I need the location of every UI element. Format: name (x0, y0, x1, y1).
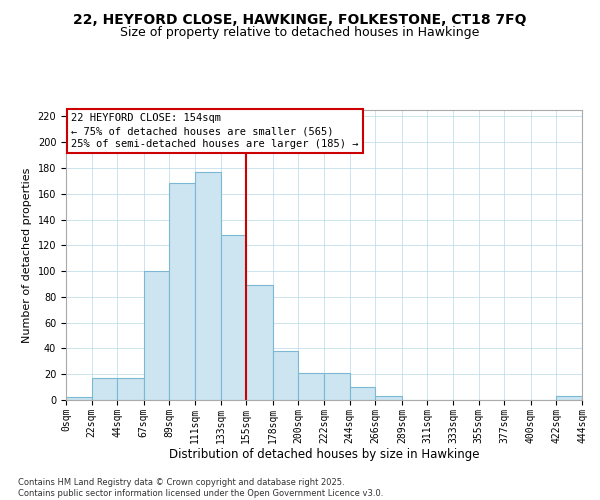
Bar (221, 235, 246, 400)
Bar (169, 184, 195, 400)
X-axis label: Distribution of detached houses by size in Hawkinge: Distribution of detached houses by size … (169, 448, 479, 462)
Bar (144, 271, 169, 400)
Bar (375, 396, 402, 400)
Bar (66, 398, 92, 400)
Bar (556, 396, 582, 400)
Text: 22 HEYFORD CLOSE: 154sqm
← 75% of detached houses are smaller (565)
25% of semi-: 22 HEYFORD CLOSE: 154sqm ← 75% of detach… (71, 113, 359, 150)
Text: Contains HM Land Registry data © Crown copyright and database right 2025.
Contai: Contains HM Land Registry data © Crown c… (18, 478, 383, 498)
Bar (273, 351, 298, 400)
Bar (92, 378, 117, 400)
Text: Size of property relative to detached houses in Hawkinge: Size of property relative to detached ho… (121, 26, 479, 39)
Bar (298, 373, 324, 400)
Text: 22, HEYFORD CLOSE, HAWKINGE, FOLKESTONE, CT18 7FQ: 22, HEYFORD CLOSE, HAWKINGE, FOLKESTONE,… (73, 12, 527, 26)
Bar (350, 387, 375, 400)
Bar (117, 378, 144, 400)
Bar (195, 172, 221, 400)
Y-axis label: Number of detached properties: Number of detached properties (22, 168, 32, 342)
Bar (324, 373, 350, 400)
Bar (246, 286, 273, 400)
